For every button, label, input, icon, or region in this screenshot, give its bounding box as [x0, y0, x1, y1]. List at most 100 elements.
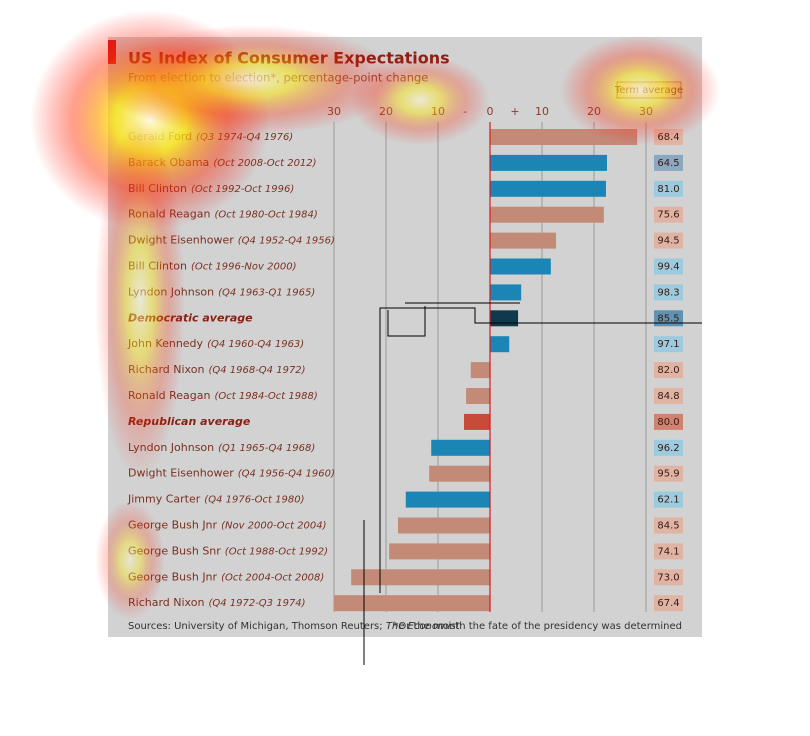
- bar: [464, 413, 490, 430]
- row-label: Richard Nixon (Q4 1968-Q4 1972): [128, 363, 306, 376]
- bar: [397, 517, 490, 534]
- row-name: Barack Obama: [128, 156, 209, 169]
- bar: [466, 388, 490, 404]
- row-label: George Bush Jnr (Nov 2000-Oct 2004): [128, 519, 327, 532]
- bar: [490, 232, 557, 249]
- term-average-box: [654, 154, 683, 171]
- row-label: Republican average: [128, 415, 251, 428]
- minus-sign: -: [463, 105, 467, 118]
- row-period: (Q4 1952-Q4 1956): [238, 236, 335, 247]
- term-average-value: 82.0: [657, 365, 679, 376]
- term-average-box: [654, 180, 683, 197]
- term-average-box: [654, 258, 683, 275]
- x-tick-label: 10: [431, 105, 445, 118]
- row-name: Ronald Reagan: [128, 208, 211, 221]
- row-label: Democratic average: [128, 311, 253, 324]
- row-period: (Q4 1976-Oct 1980): [204, 495, 304, 506]
- x-tick-label: 20: [379, 105, 393, 118]
- row-name: Bill Clinton: [128, 182, 187, 195]
- row-name: Dwight Eisenhower: [128, 234, 234, 247]
- row-label: Dwight Eisenhower (Q4 1956-Q4 1960): [128, 467, 335, 480]
- row-name: Jimmy Carter: [127, 493, 201, 506]
- row-period: (Oct 1996-Nov 2000): [191, 262, 296, 273]
- term-average-label: Term average: [614, 85, 683, 96]
- row-name: Lyndon Johnson: [128, 441, 214, 454]
- row-label: George Bush Jnr (Oct 2004-Oct 2008): [128, 570, 324, 583]
- row-label: Lyndon Johnson (Q1 1965-Q4 1968): [128, 441, 315, 454]
- row-name: Democratic average: [128, 311, 253, 324]
- bar: [429, 465, 490, 482]
- row-label: George Bush Snr (Oct 1988-Oct 1992): [128, 544, 328, 557]
- term-average-value: 74.1: [657, 546, 679, 557]
- x-tick-label: 10: [535, 105, 549, 118]
- row-period: (Q4 1968-Q4 1972): [208, 365, 305, 376]
- row-label: Richard Nixon (Q4 1972-Q3 1974): [128, 596, 306, 609]
- bar: [490, 336, 510, 353]
- term-average-value: 73.0: [657, 572, 679, 583]
- row-period: (Nov 2000-Oct 2004): [221, 521, 326, 532]
- row-label: Ronald Reagan (Oct 1984-Oct 1988): [128, 389, 318, 402]
- term-average-value: 95.9: [657, 469, 679, 480]
- row-period: (Oct 1992-Oct 1996): [191, 184, 294, 195]
- bar: [405, 491, 490, 508]
- row-name: George Bush Jnr: [128, 570, 218, 583]
- bar: [490, 154, 607, 171]
- bar: [490, 284, 522, 301]
- row-label: John Kennedy (Q4 1960-Q4 1963): [127, 337, 304, 350]
- term-average-box: [654, 206, 683, 223]
- row-period: (Oct 1980-Oct 1984): [214, 210, 317, 221]
- x-tick-label: 30: [327, 105, 341, 118]
- row-label: Ronald Reagan (Oct 1980-Oct 1984): [128, 208, 318, 221]
- row-name: Dwight Eisenhower: [128, 467, 234, 480]
- bar: [431, 439, 490, 456]
- term-average-value: 99.4: [657, 262, 679, 273]
- term-average-value: 62.1: [657, 495, 679, 506]
- chart-title: US Index of Consumer Expectations: [128, 49, 450, 68]
- term-average-box: [654, 232, 683, 249]
- source: Sources: University of Michigan, Thomson…: [128, 621, 461, 632]
- x-tick-label: 30: [639, 105, 653, 118]
- row-period: (Q1 1965-Q4 1968): [218, 443, 315, 454]
- row-period: (Q3 1974-Q4 1976): [196, 132, 293, 143]
- row-label: Lyndon Johnson (Q4 1963-Q1 1965): [128, 285, 315, 298]
- term-average-value: 64.5: [657, 158, 679, 169]
- row-name: John Kennedy: [127, 337, 204, 350]
- row-period: (Q4 1960-Q4 1963): [207, 339, 304, 350]
- chart-subtitle: From election to election*, percentage-p…: [128, 71, 428, 85]
- row-label: Bill Clinton (Oct 1996-Nov 2000): [128, 260, 296, 273]
- row-label: Bill Clinton (Oct 1992-Oct 1996): [128, 182, 294, 195]
- row-name: Richard Nixon: [128, 596, 204, 609]
- row-label: Barack Obama (Oct 2008-Oct 2012): [128, 156, 317, 169]
- row-label: Dwight Eisenhower (Q4 1952-Q4 1956): [128, 234, 335, 247]
- term-average-value: 67.4: [657, 598, 679, 609]
- row-period: (Oct 2004-Oct 2008): [221, 572, 324, 583]
- x-tick-label: 20: [587, 105, 601, 118]
- term-average-value: 84.8: [657, 391, 679, 402]
- term-average-box: [654, 595, 683, 612]
- row-name: Richard Nixon: [128, 363, 204, 376]
- bar: [334, 595, 490, 612]
- x-tick-label: 0: [487, 105, 494, 118]
- term-average-value: 75.6: [657, 210, 679, 221]
- source-italic: The Economist: [386, 621, 461, 632]
- bar: [470, 362, 490, 379]
- source-text: Sources: University of Michigan, Thomson…: [128, 621, 386, 632]
- bar: [490, 206, 604, 223]
- term-average-value: 97.1: [657, 339, 679, 350]
- row-label: Jimmy Carter (Q4 1976-Oct 1980): [127, 493, 305, 506]
- bar: [389, 543, 490, 560]
- row-name: Gerald Ford: [128, 130, 192, 143]
- bar: [490, 310, 519, 327]
- row-period: (Q4 1972-Q3 1974): [208, 598, 305, 609]
- term-average-value: 84.5: [657, 521, 679, 532]
- row-name: Republican average: [128, 415, 251, 428]
- term-average-value: 98.3: [657, 287, 679, 298]
- row-name: Ronald Reagan: [128, 389, 211, 402]
- row-name: George Bush Snr: [128, 544, 221, 557]
- term-average-value: 96.2: [657, 443, 679, 454]
- bar: [490, 258, 551, 275]
- term-average-value: 80.0: [657, 417, 679, 428]
- row-name: Lyndon Johnson: [128, 285, 214, 298]
- row-period: (Oct 2008-Oct 2012): [213, 158, 316, 169]
